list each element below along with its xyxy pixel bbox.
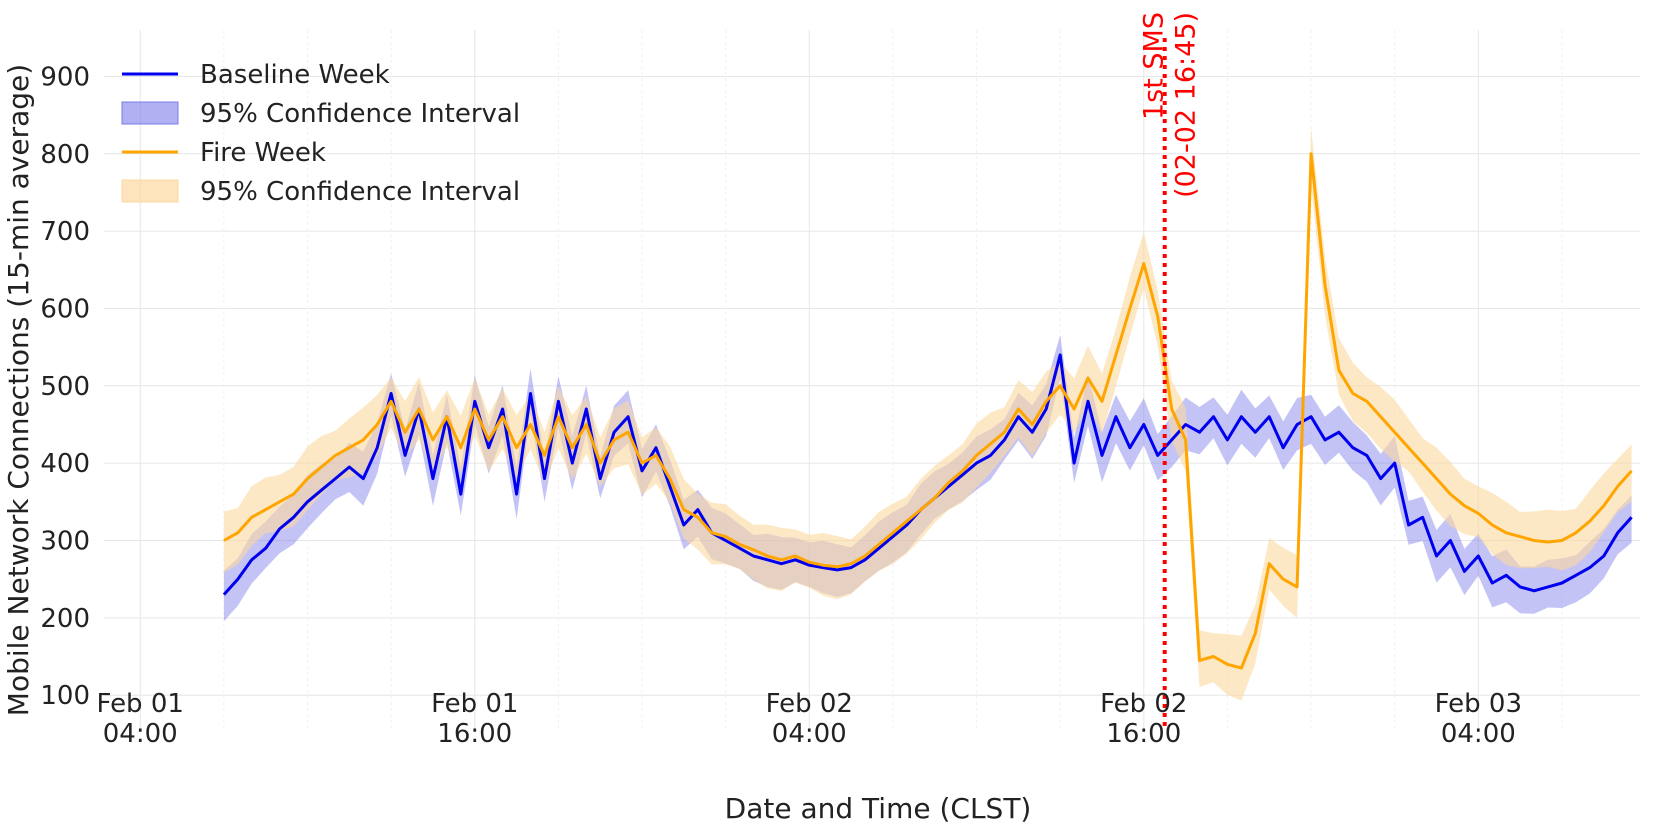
legend-label: 95% Confidence Interval bbox=[200, 99, 520, 129]
y-tick-label: 200 bbox=[40, 604, 90, 634]
x-tick-label: 16:00 bbox=[1106, 719, 1181, 749]
sms-label: (02-02 16:45) bbox=[1171, 12, 1202, 198]
sms-label: 1st SMS bbox=[1139, 12, 1170, 120]
grid-lines bbox=[104, 30, 1640, 730]
y-tick-label: 500 bbox=[40, 372, 90, 402]
ci-band-fire bbox=[223, 127, 1632, 701]
y-axis-ticks: 100 200 300 400 500 600 700 800 900 bbox=[40, 62, 90, 711]
legend-label: Baseline Week bbox=[200, 60, 390, 90]
y-tick-label: 400 bbox=[40, 449, 90, 479]
y-tick-label: 900 bbox=[40, 62, 90, 92]
x-tick-label: Feb 03 bbox=[1435, 689, 1522, 719]
x-tick-label: 04:00 bbox=[1441, 719, 1516, 749]
y-tick-label: 300 bbox=[40, 526, 90, 556]
x-tick-label: 16:00 bbox=[437, 719, 512, 749]
y-tick-label: 600 bbox=[40, 294, 90, 324]
x-tick-label: Feb 01 bbox=[431, 689, 518, 719]
legend-ci-swatch bbox=[121, 179, 179, 203]
y-tick-label: 700 bbox=[40, 217, 90, 247]
confidence-bands bbox=[223, 127, 1632, 701]
legend: Baseline Week 95% Confidence Interval Fire… bbox=[121, 60, 520, 207]
legend-ci-swatch bbox=[121, 101, 179, 125]
series-lines bbox=[222, 152, 1633, 670]
x-tick-label: Feb 01 bbox=[97, 689, 184, 719]
legend-label: Fire Week bbox=[200, 138, 326, 168]
x-axis-label: Date and Time (CLST) bbox=[725, 792, 1032, 825]
x-tick-label: Feb 02 bbox=[1100, 689, 1187, 719]
series-line-fire bbox=[223, 152, 1633, 670]
y-tick-label: 800 bbox=[40, 140, 90, 170]
x-tick-label: 04:00 bbox=[772, 719, 847, 749]
y-axis-label: Mobile Network Connections (15-min avera… bbox=[2, 64, 35, 716]
sms-annotations: 1st SMS (02-02 16:45) bbox=[1139, 12, 1202, 730]
x-tick-label: 04:00 bbox=[103, 719, 178, 749]
x-tick-label: Feb 02 bbox=[766, 689, 853, 719]
legend-label: 95% Confidence Interval bbox=[200, 177, 520, 207]
y-tick-label: 100 bbox=[40, 681, 90, 711]
